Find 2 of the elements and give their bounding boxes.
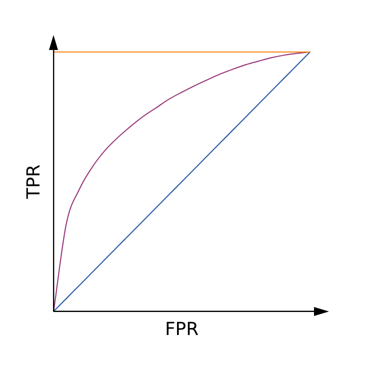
x-axis-title: FPR xyxy=(164,318,199,340)
y-axis-title: TPR xyxy=(23,164,44,200)
